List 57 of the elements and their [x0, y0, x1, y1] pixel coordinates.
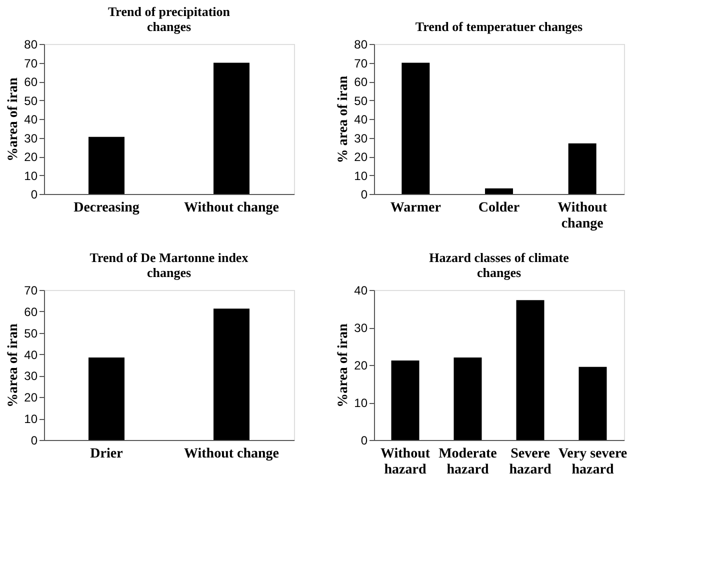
y-tick-label: 20: [354, 358, 368, 372]
chart-title: Trend of precipitation changes: [108, 4, 231, 34]
y-axis-title: % area of iran: [336, 76, 352, 164]
bar: [578, 366, 607, 440]
bar: [485, 188, 513, 194]
y-axis-title: %area of iran: [6, 323, 22, 408]
y-tick-label: 40: [24, 112, 38, 126]
y-tick-label: 20: [24, 150, 38, 164]
y-tick-label: 50: [24, 326, 38, 340]
x-tick-label: Very severe hazard: [558, 446, 628, 478]
y-tick-label: 30: [24, 369, 38, 384]
y-tick-label: 80: [24, 38, 38, 52]
x-tick-label: Without change: [558, 200, 608, 232]
x-tick-label: Colder: [478, 200, 520, 216]
y-tick-label: 20: [24, 390, 38, 405]
y-tick-label: 70: [24, 284, 38, 298]
bar: [391, 360, 420, 440]
chart-title: Trend of temperatuer changes: [415, 19, 583, 34]
x-tick-label: Moderate hazard: [438, 446, 497, 478]
bar: [402, 62, 430, 194]
bar: [516, 300, 544, 440]
x-tick-label: Severe hazard: [509, 446, 552, 478]
y-tick-label: 40: [354, 284, 368, 298]
x-tick-label: Drier: [90, 446, 123, 462]
bar: [454, 358, 482, 440]
y-tick-label: 50: [354, 94, 368, 108]
y-axis-title: %area of iran: [6, 77, 22, 162]
bar: [568, 143, 596, 194]
y-tick-label: 50: [24, 94, 38, 108]
chart-title: Hazard classes of climate changes: [429, 250, 570, 280]
y-tick-label: 0: [30, 434, 38, 448]
y-tick-label: 70: [24, 56, 38, 70]
x-tick-label: Without change: [184, 200, 280, 216]
y-tick-label: 10: [24, 168, 38, 183]
y-tick-label: 10: [354, 396, 368, 410]
y-tick-label: 30: [354, 321, 368, 335]
y-tick-label: 80: [354, 38, 368, 52]
y-tick-label: 10: [24, 412, 38, 426]
y-tick-label: 60: [24, 75, 38, 89]
y-tick-label: 10: [354, 168, 368, 183]
y-tick-label: 0: [360, 188, 368, 202]
x-tick-label: Without hazard: [380, 446, 430, 478]
y-tick-label: 0: [30, 188, 38, 202]
y-tick-label: 30: [24, 131, 38, 146]
x-tick-label: Decreasing: [74, 200, 140, 216]
y-tick-label: 60: [24, 304, 38, 319]
y-tick-label: 40: [24, 348, 38, 362]
y-axis-title: %area of iran: [336, 323, 352, 408]
y-tick-label: 70: [354, 56, 368, 70]
y-tick-label: 20: [354, 150, 368, 164]
y-tick-label: 40: [354, 112, 368, 126]
y-tick-label: 60: [354, 75, 368, 89]
x-tick-label: Without change: [184, 446, 280, 462]
x-tick-label: Warmer: [390, 200, 441, 216]
y-tick-label: 0: [360, 434, 368, 448]
chart-title: Trend of De Martonne index changes: [90, 250, 249, 280]
y-tick-label: 30: [354, 131, 368, 146]
